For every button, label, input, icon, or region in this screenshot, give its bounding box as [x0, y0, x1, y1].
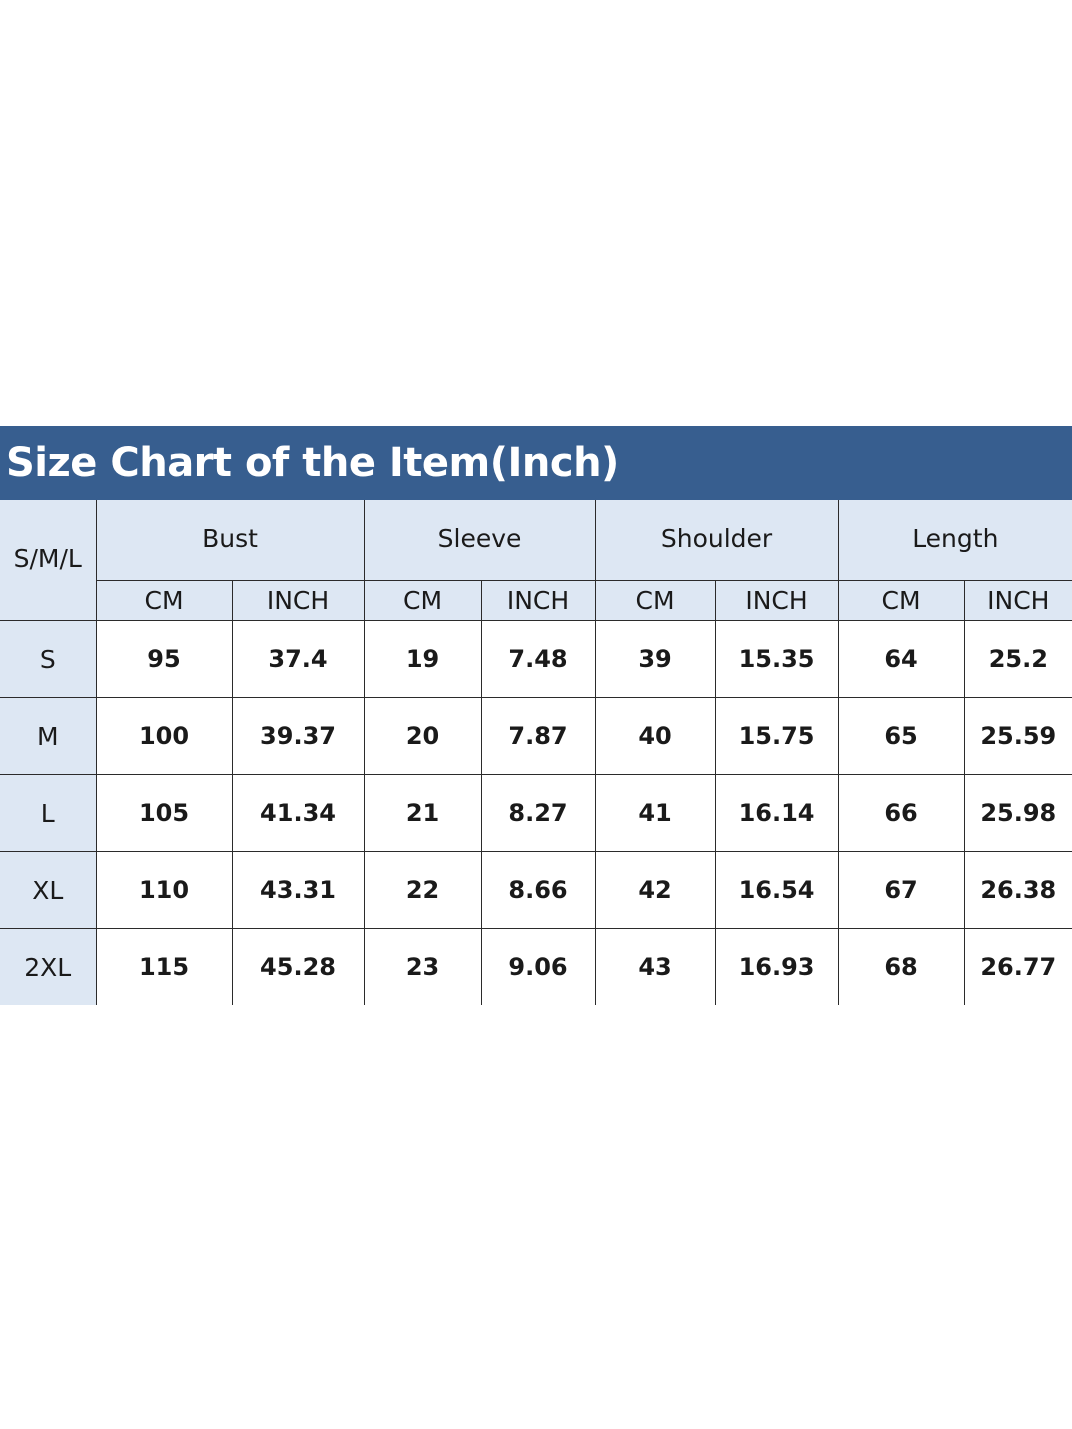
table-row: S 95 37.4 19 7.48 39 15.35 64 25.2 — [0, 620, 1072, 698]
measurement-cell: 42 — [594, 851, 716, 929]
measurement-cell: 37.4 — [231, 620, 365, 698]
measurement-cell: 15.75 — [714, 697, 839, 775]
table-row: XL 110 43.31 22 8.66 42 16.54 67 26.38 — [0, 851, 1072, 929]
measurement-cell: 66 — [837, 774, 965, 852]
measurement-cell: 19 — [363, 620, 482, 698]
measurement-cell: 105 — [95, 774, 233, 852]
measurement-cell: 115 — [95, 928, 233, 1005]
measurement-cell: 64 — [837, 620, 965, 698]
measurement-cell: 95 — [95, 620, 233, 698]
measurement-cell: 22 — [363, 851, 482, 929]
measurement-cell: 20 — [363, 697, 482, 775]
unit-header: CM — [594, 580, 716, 621]
size-label: L — [0, 774, 97, 852]
measurement-cell: 100 — [95, 697, 233, 775]
group-header-sleeve: Sleeve — [363, 500, 596, 581]
measurement-cell: 9.06 — [480, 928, 596, 1005]
size-chart: Size Chart of the Item(Inch) S/M/L Bust … — [0, 426, 1072, 1005]
measurement-cell: 65 — [837, 697, 965, 775]
size-label: 2XL — [0, 928, 97, 1005]
measurement-cell: 21 — [363, 774, 482, 852]
measurement-cell: 41.34 — [231, 774, 365, 852]
unit-header: INCH — [231, 580, 365, 621]
measurement-cell: 45.28 — [231, 928, 365, 1005]
measurement-cell: 16.54 — [714, 851, 839, 929]
size-label: S — [0, 620, 97, 698]
measurement-cell: 43 — [594, 928, 716, 1005]
unit-header: CM — [363, 580, 482, 621]
unit-header: CM — [837, 580, 965, 621]
table-row: 2XL 115 45.28 23 9.06 43 16.93 68 26.77 — [0, 928, 1072, 1005]
measurement-cell: 110 — [95, 851, 233, 929]
unit-header: INCH — [963, 580, 1072, 621]
measurement-cell: 8.27 — [480, 774, 596, 852]
measurement-cell: 26.38 — [963, 851, 1072, 929]
measurement-cell: 16.14 — [714, 774, 839, 852]
table-row: M 100 39.37 20 7.87 40 15.75 65 25.59 — [0, 697, 1072, 775]
measurement-cell: 68 — [837, 928, 965, 1005]
unit-header-row: CM INCH CM INCH CM INCH CM INCH — [0, 580, 1072, 621]
measurement-cell: 7.87 — [480, 697, 596, 775]
group-header-length: Length — [837, 500, 1072, 581]
size-label: XL — [0, 851, 97, 929]
measurement-cell: 40 — [594, 697, 716, 775]
group-header-row: S/M/L Bust Sleeve Shoulder Length — [0, 500, 1072, 621]
measurement-cell: 7.48 — [480, 620, 596, 698]
measurement-cell: 41 — [594, 774, 716, 852]
measurement-cell: 23 — [363, 928, 482, 1005]
measurement-cell: 25.2 — [963, 620, 1072, 698]
measurement-cell: 15.35 — [714, 620, 839, 698]
measurement-cell: 39.37 — [231, 697, 365, 775]
measurement-cell: 25.98 — [963, 774, 1072, 852]
size-column-header: S/M/L — [0, 500, 97, 621]
measurement-cell: 16.93 — [714, 928, 839, 1005]
group-header-shoulder: Shoulder — [594, 500, 839, 581]
size-table: S/M/L Bust Sleeve Shoulder Length CM INC… — [0, 500, 1072, 1005]
chart-title: Size Chart of the Item(Inch) — [0, 426, 1072, 500]
measurement-cell: 43.31 — [231, 851, 365, 929]
measurement-cell: 26.77 — [963, 928, 1072, 1005]
measurement-cell: 67 — [837, 851, 965, 929]
unit-header: INCH — [480, 580, 596, 621]
size-label: M — [0, 697, 97, 775]
measurement-cell: 25.59 — [963, 697, 1072, 775]
unit-header: INCH — [714, 580, 839, 621]
measurement-cell: 39 — [594, 620, 716, 698]
table-row: L 105 41.34 21 8.27 41 16.14 66 25.98 — [0, 774, 1072, 852]
measurement-cell: 8.66 — [480, 851, 596, 929]
unit-header: CM — [96, 580, 233, 621]
group-header-bust: Bust — [95, 500, 365, 581]
